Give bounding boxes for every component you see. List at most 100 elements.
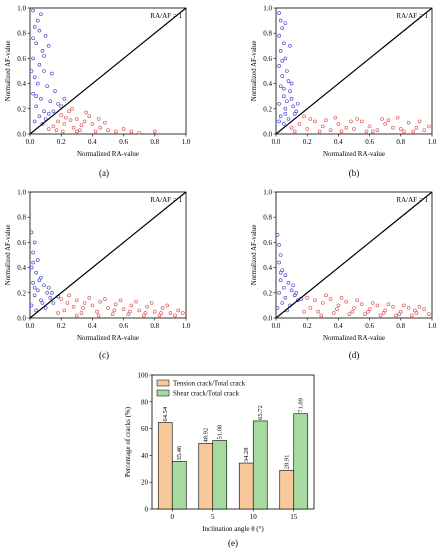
data-point bbox=[316, 309, 320, 314]
data-point bbox=[71, 304, 76, 309]
data-point bbox=[103, 120, 107, 125]
ratio-annotation: RA/AF = 1 bbox=[150, 12, 182, 20]
data-point bbox=[278, 49, 283, 53]
ratio-reference-line bbox=[29, 7, 187, 135]
data-point bbox=[129, 129, 134, 134]
bar bbox=[198, 443, 214, 510]
data-point bbox=[32, 75, 37, 80]
data-point bbox=[313, 298, 317, 303]
x-tick-label: 0.0 bbox=[272, 322, 281, 330]
data-point bbox=[324, 118, 328, 122]
data-point bbox=[31, 56, 35, 61]
data-point bbox=[32, 285, 37, 290]
data-point bbox=[278, 114, 283, 119]
data-point bbox=[313, 119, 317, 124]
plot-frame bbox=[151, 374, 315, 510]
data-point bbox=[286, 280, 291, 285]
x-axis-label: Normalized RA-value bbox=[77, 150, 139, 158]
data-point bbox=[344, 125, 349, 130]
data-point bbox=[31, 91, 35, 96]
bar bbox=[171, 461, 187, 510]
data-point bbox=[79, 311, 84, 315]
x-tick-label: 0.6 bbox=[365, 138, 374, 146]
data-point bbox=[34, 270, 39, 275]
data-point bbox=[367, 307, 372, 311]
legend-swatch bbox=[156, 389, 170, 397]
x-tick-label: 10 bbox=[250, 513, 258, 521]
x-tick-label: 0.6 bbox=[119, 138, 128, 146]
x-axis-label: Normalized RA-value bbox=[323, 150, 385, 158]
panel-label: (b) bbox=[349, 168, 360, 178]
data-point bbox=[65, 301, 70, 305]
ratio-annotation: RA/AF = 1 bbox=[396, 196, 428, 204]
data-point bbox=[46, 127, 51, 131]
data-point bbox=[281, 122, 286, 126]
data-point bbox=[42, 54, 46, 58]
ratio-reference-line bbox=[275, 7, 433, 135]
data-point bbox=[395, 115, 400, 120]
data-point bbox=[46, 285, 51, 290]
data-point bbox=[375, 128, 380, 133]
y-tick-label: 0.0 bbox=[263, 131, 272, 139]
x-tick-label: 0.8 bbox=[150, 138, 159, 146]
data-point bbox=[43, 306, 48, 310]
data-point bbox=[352, 306, 356, 310]
series-1 bbox=[56, 293, 185, 318]
data-point bbox=[278, 84, 283, 88]
data-point bbox=[31, 250, 35, 255]
scatter-panel-b: 0.0 0.2 0.4 0.6 0.8 1.0 0.0 0.2 0.4 0.6 0.8 1.0 Norm… bbox=[250, 5, 437, 179]
data-point bbox=[70, 107, 74, 111]
data-point bbox=[339, 129, 344, 134]
data-point bbox=[280, 301, 285, 305]
plot-frame bbox=[275, 7, 433, 135]
data-point bbox=[96, 117, 101, 121]
data-point bbox=[288, 43, 292, 48]
data-point bbox=[114, 129, 118, 134]
bar bbox=[212, 440, 228, 510]
plot-frame bbox=[29, 191, 187, 319]
y-tick-label: 0.4 bbox=[17, 264, 26, 272]
data-point bbox=[289, 288, 294, 293]
y-tick-label: 0.6 bbox=[17, 239, 26, 247]
data-point bbox=[160, 306, 165, 310]
panel-label: (e) bbox=[228, 538, 238, 548]
data-point bbox=[383, 308, 388, 313]
data-point bbox=[40, 122, 45, 126]
data-point bbox=[283, 296, 288, 300]
data-point bbox=[283, 107, 288, 111]
data-point bbox=[380, 117, 384, 121]
data-point bbox=[422, 307, 427, 311]
data-point bbox=[281, 86, 286, 91]
data-point bbox=[59, 297, 64, 301]
data-point bbox=[145, 304, 149, 309]
y-tick-label: 0.2 bbox=[263, 105, 272, 113]
data-point bbox=[289, 96, 294, 101]
data-point bbox=[87, 114, 92, 119]
y-tick-label: 0.6 bbox=[263, 239, 272, 247]
data-point bbox=[53, 89, 57, 93]
data-point bbox=[280, 26, 285, 30]
y-axis-label: Normalized AF-value bbox=[4, 225, 12, 286]
series-1 bbox=[289, 114, 431, 134]
bar bbox=[293, 413, 309, 510]
x-tick-label: 0.8 bbox=[396, 322, 405, 330]
data-point bbox=[157, 313, 162, 318]
data-point bbox=[349, 119, 353, 124]
data-point bbox=[289, 81, 294, 86]
data-point bbox=[95, 309, 99, 314]
data-point bbox=[112, 308, 117, 313]
data-point bbox=[391, 304, 395, 309]
data-point bbox=[51, 301, 56, 305]
legend-label: Shear crack/Total crack bbox=[173, 390, 239, 398]
data-point bbox=[46, 112, 51, 116]
data-point bbox=[275, 233, 280, 237]
x-tick-label: 0.6 bbox=[365, 322, 374, 330]
data-point bbox=[277, 290, 281, 295]
data-point bbox=[42, 109, 46, 114]
data-point bbox=[103, 297, 107, 301]
series-0 bbox=[29, 8, 67, 126]
y-axis-label: Normalized AF-value bbox=[250, 41, 258, 102]
data-point bbox=[417, 304, 422, 309]
data-point bbox=[31, 36, 35, 41]
x-tick-label: 0.8 bbox=[396, 138, 405, 146]
